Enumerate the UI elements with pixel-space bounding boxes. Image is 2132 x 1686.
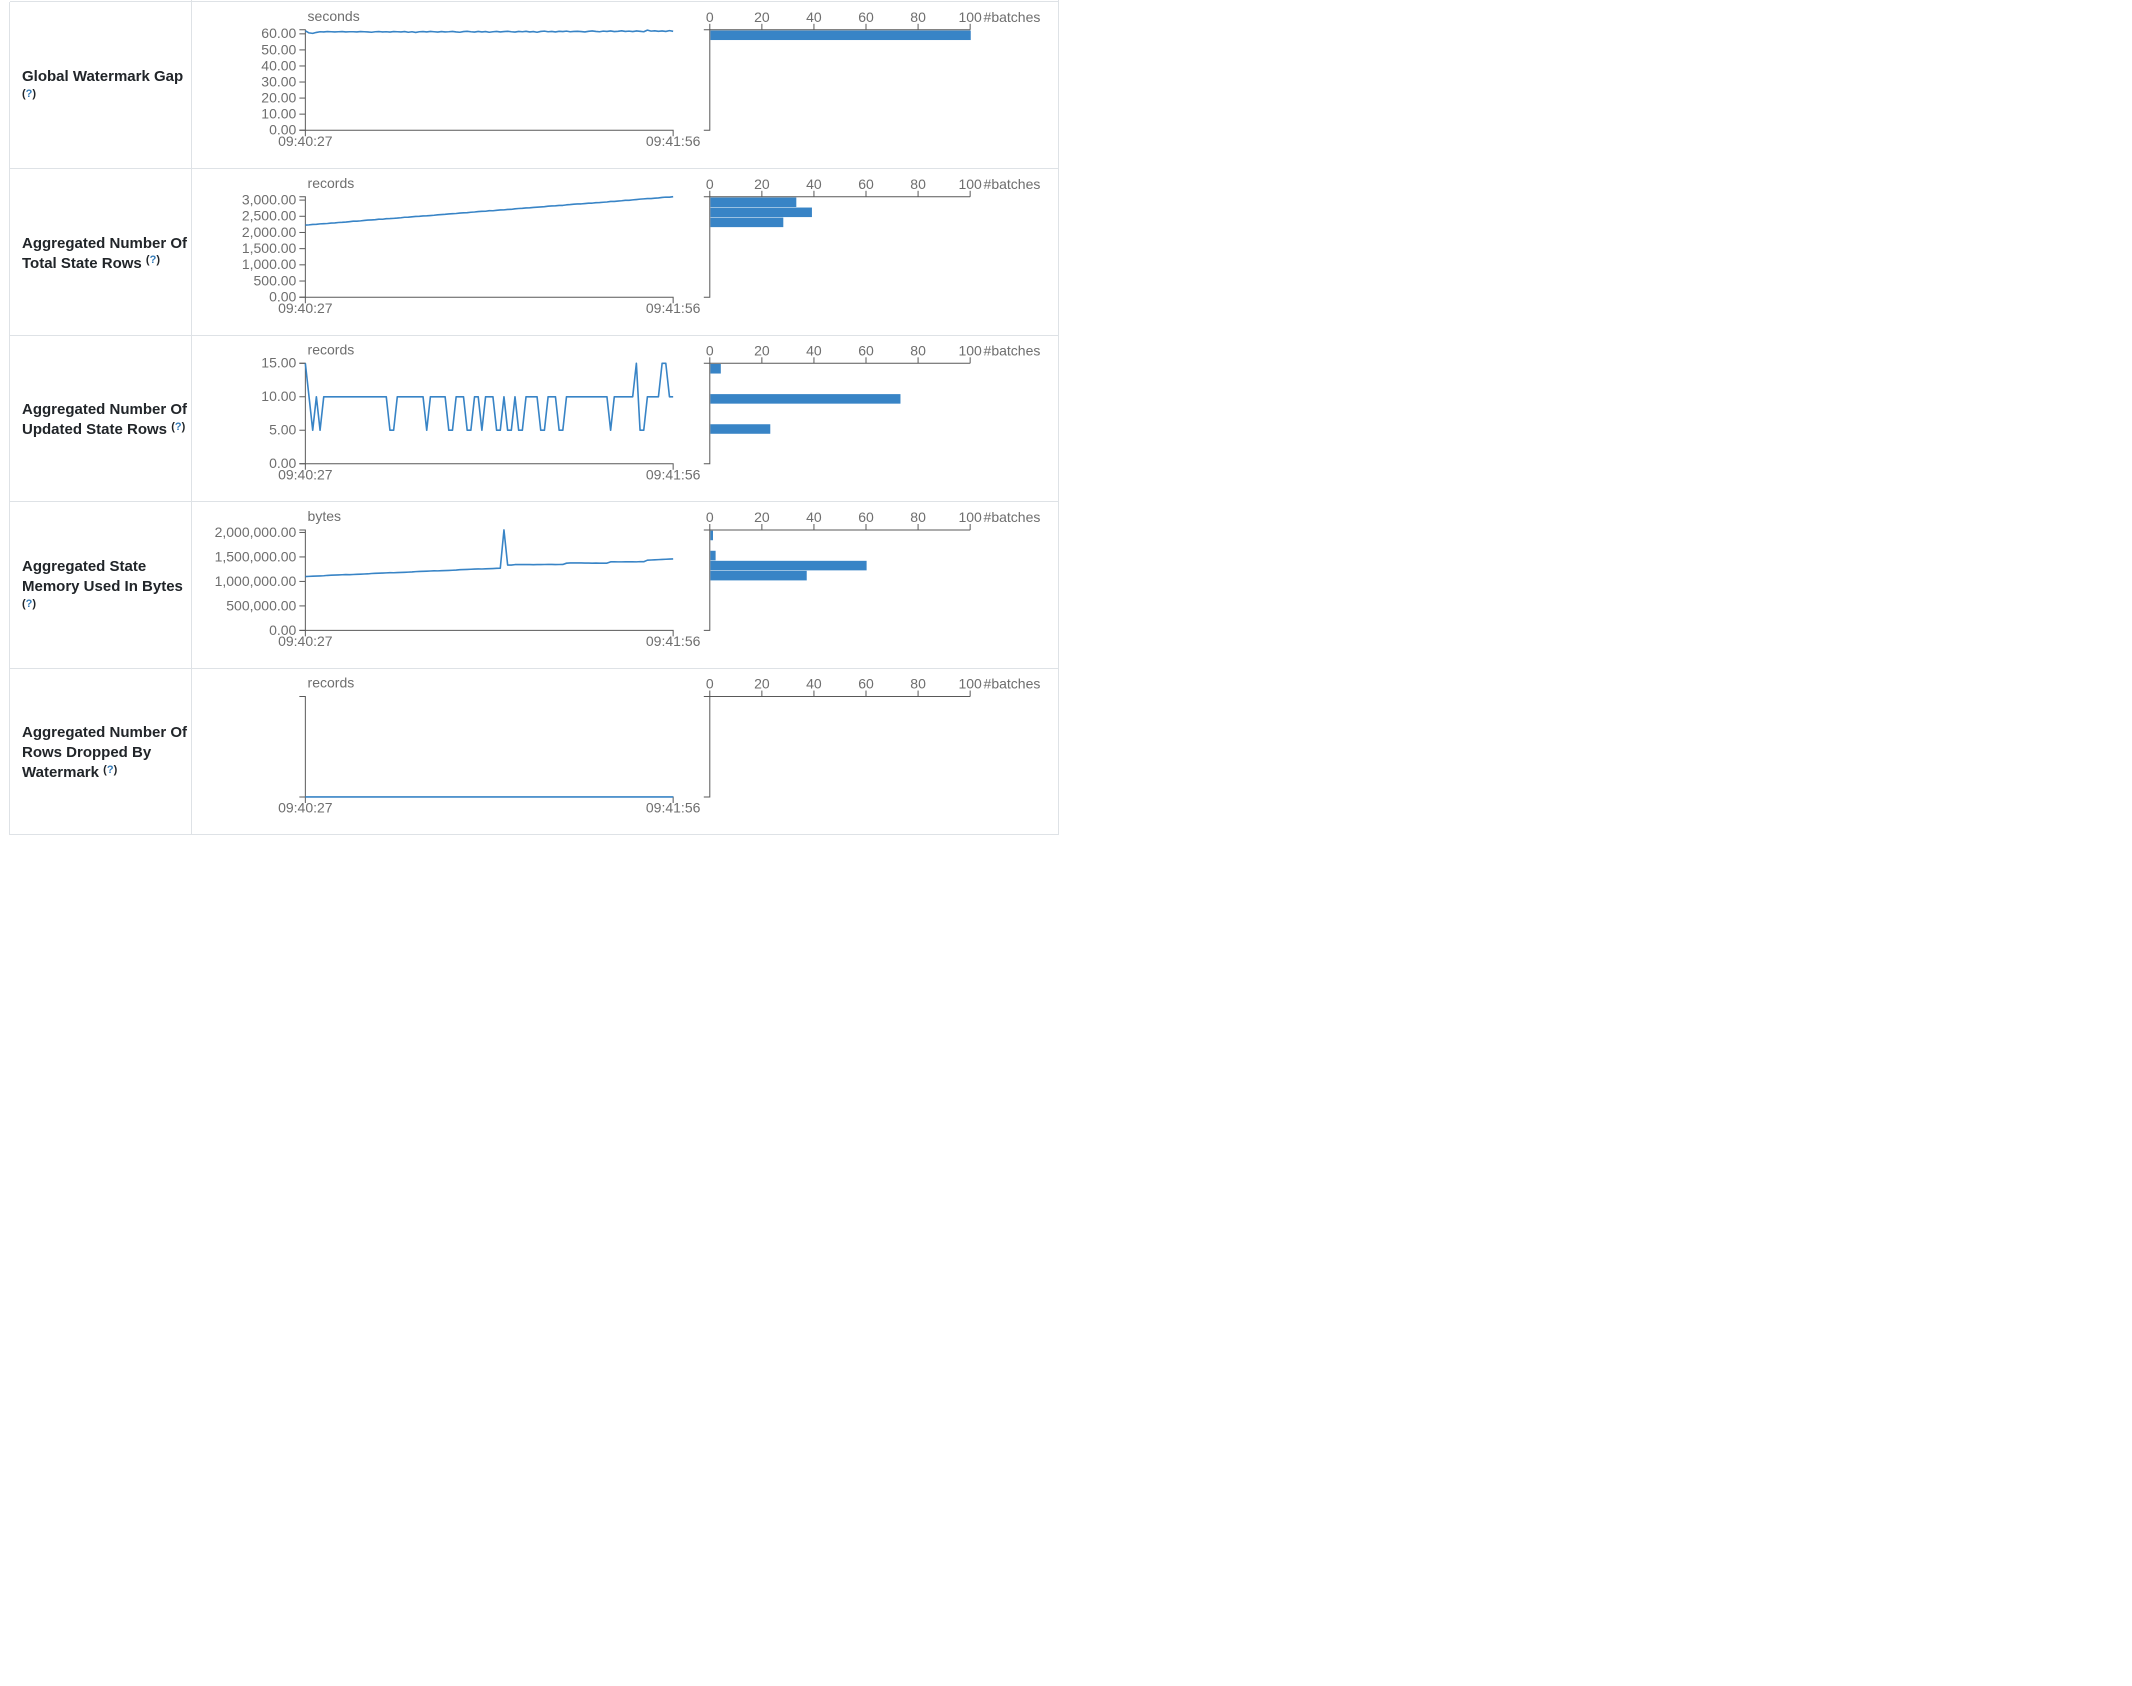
svg-text:100: 100 — [958, 9, 982, 25]
svg-text:5.00: 5.00 — [269, 422, 296, 438]
svg-text:09:40:27: 09:40:27 — [278, 300, 333, 316]
svg-text:09:41:56: 09:41:56 — [646, 800, 701, 816]
svg-text:#batches: #batches — [984, 176, 1041, 192]
svg-text:100: 100 — [958, 509, 982, 525]
svg-text:#batches: #batches — [984, 342, 1041, 358]
svg-text:1,500,000.00: 1,500,000.00 — [215, 548, 297, 564]
svg-text:#batches: #batches — [984, 509, 1041, 525]
svg-text:0.00: 0.00 — [269, 122, 296, 138]
svg-text:records: records — [308, 675, 355, 691]
svg-text:0: 0 — [706, 676, 714, 692]
svg-text:20: 20 — [754, 509, 770, 525]
svg-text:60: 60 — [858, 176, 874, 192]
svg-text:2,000,000.00: 2,000,000.00 — [215, 524, 297, 540]
svg-text:60.00: 60.00 — [261, 25, 296, 41]
svg-text:seconds: seconds — [308, 8, 360, 24]
svg-text:bytes: bytes — [308, 508, 341, 524]
svg-text:20: 20 — [754, 676, 770, 692]
svg-text:100: 100 — [958, 176, 982, 192]
svg-text:2,500.00: 2,500.00 — [242, 208, 297, 224]
svg-text:09:41:56: 09:41:56 — [646, 133, 701, 149]
svg-text:1,000,000.00: 1,000,000.00 — [215, 573, 297, 589]
svg-text:40: 40 — [806, 509, 822, 525]
svg-text:0.00: 0.00 — [269, 622, 296, 638]
svg-text:#batches: #batches — [984, 676, 1041, 692]
svg-text:80: 80 — [910, 342, 926, 358]
svg-text:20: 20 — [754, 176, 770, 192]
svg-text:09:41:56: 09:41:56 — [646, 633, 701, 649]
svg-text:09:40:27: 09:40:27 — [278, 133, 333, 149]
svg-text:0.00: 0.00 — [269, 289, 296, 305]
svg-text:40: 40 — [806, 176, 822, 192]
svg-text:15.00: 15.00 — [261, 355, 296, 371]
svg-text:30.00: 30.00 — [261, 73, 296, 89]
svg-text:09:40:27: 09:40:27 — [278, 633, 333, 649]
svg-text:500.00: 500.00 — [254, 272, 297, 288]
svg-text:09:40:27: 09:40:27 — [278, 466, 333, 482]
svg-text:20: 20 — [754, 9, 770, 25]
svg-text:500,000.00: 500,000.00 — [226, 597, 296, 613]
svg-text:records: records — [308, 341, 355, 357]
svg-text:100: 100 — [958, 676, 982, 692]
svg-text:60: 60 — [858, 342, 874, 358]
svg-text:60: 60 — [858, 9, 874, 25]
svg-text:0.00: 0.00 — [269, 455, 296, 471]
svg-text:1,000.00: 1,000.00 — [242, 256, 297, 272]
svg-text:0: 0 — [706, 342, 714, 358]
svg-text:80: 80 — [910, 9, 926, 25]
svg-text:#batches: #batches — [984, 9, 1041, 25]
svg-text:80: 80 — [910, 176, 926, 192]
svg-text:40: 40 — [806, 342, 822, 358]
svg-text:records: records — [308, 175, 355, 191]
svg-text:40.00: 40.00 — [261, 57, 296, 73]
svg-text:60: 60 — [858, 676, 874, 692]
svg-text:09:41:56: 09:41:56 — [646, 466, 701, 482]
svg-text:20.00: 20.00 — [261, 89, 296, 105]
svg-text:0: 0 — [706, 9, 714, 25]
svg-text:60: 60 — [858, 509, 874, 525]
svg-text:09:41:56: 09:41:56 — [646, 300, 701, 316]
svg-text:80: 80 — [910, 676, 926, 692]
svg-text:0: 0 — [706, 176, 714, 192]
svg-text:1,500.00: 1,500.00 — [242, 240, 297, 256]
svg-text:09:40:27: 09:40:27 — [278, 800, 333, 816]
svg-text:100: 100 — [958, 342, 982, 358]
svg-text:3,000.00: 3,000.00 — [242, 191, 297, 207]
svg-text:20: 20 — [754, 342, 770, 358]
svg-text:50.00: 50.00 — [261, 41, 296, 57]
svg-text:2,000.00: 2,000.00 — [242, 224, 297, 240]
svg-text:40: 40 — [806, 676, 822, 692]
svg-text:10.00: 10.00 — [261, 388, 296, 404]
svg-text:0: 0 — [706, 509, 714, 525]
svg-text:80: 80 — [910, 509, 926, 525]
svg-text:40: 40 — [806, 9, 822, 25]
svg-text:10.00: 10.00 — [261, 105, 296, 121]
